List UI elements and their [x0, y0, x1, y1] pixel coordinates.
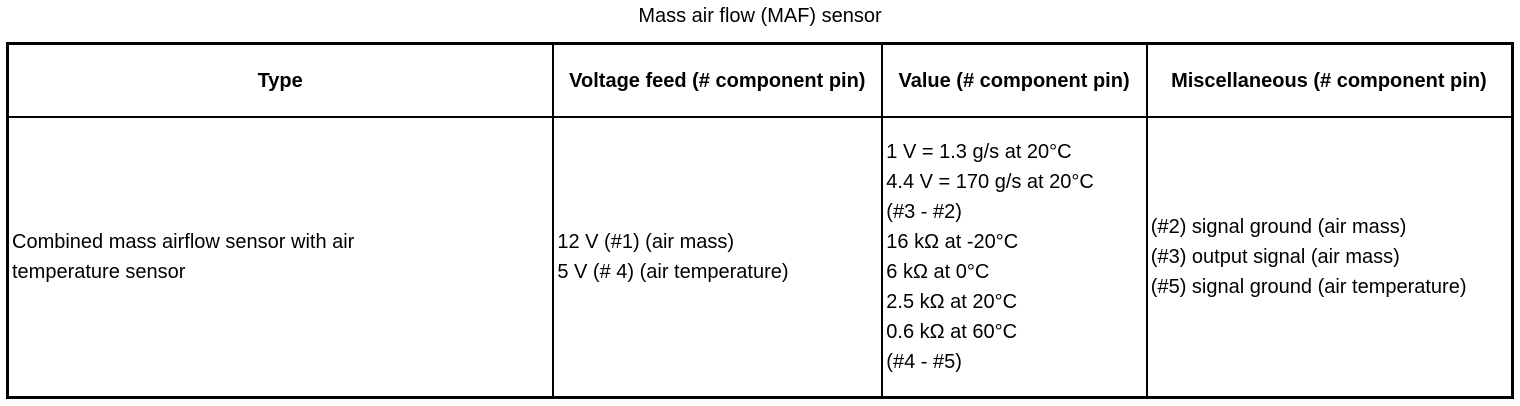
- value-line: 6 kΩ at 0°C: [886, 261, 990, 283]
- value-line: 0.6 kΩ at 60°C: [886, 321, 1018, 343]
- header-miscellaneous: Miscellaneous (# component pin): [1145, 42, 1514, 118]
- value-line: (#3 - #2): [886, 201, 962, 223]
- cell-voltage-feed: 12 V (#1) (air mass) 5 V (# 4) (air temp…: [552, 116, 884, 399]
- value-line: 16 kΩ at -20°C: [886, 231, 1019, 253]
- maf-sensor-table: Type Voltage feed (# component pin) Valu…: [6, 42, 1514, 399]
- cell-value: 1 V = 1.3 g/s at 20°C 4.4 V = 170 g/s at…: [881, 116, 1148, 399]
- misc-line: (#5) signal ground (air temperature): [1150, 276, 1467, 298]
- misc-line: (#2) signal ground (air mass): [1150, 216, 1407, 238]
- cell-type: Combined mass airflow sensor with air te…: [6, 116, 555, 399]
- header-value: Value (# component pin): [881, 42, 1148, 118]
- voltage-line: 5 V (# 4) (air temperature): [557, 261, 789, 283]
- voltage-line: 12 V (#1) (air mass): [557, 231, 735, 253]
- value-line: 4.4 V = 170 g/s at 20°C: [886, 171, 1094, 193]
- value-line: 1 V = 1.3 g/s at 20°C: [886, 141, 1072, 163]
- type-text: Combined mass airflow sensor with air te…: [12, 231, 355, 283]
- header-voltage-feed: Voltage feed (# component pin): [552, 42, 884, 118]
- table-title: Mass air flow (MAF) sensor: [638, 5, 882, 27]
- table-row: Combined mass airflow sensor with air te…: [6, 116, 1514, 399]
- header-row: Type Voltage feed (# component pin) Valu…: [6, 42, 1514, 118]
- value-line: (#4 - #5): [886, 351, 962, 373]
- value-line: 2.5 kΩ at 20°C: [886, 291, 1018, 313]
- cell-miscellaneous: (#2) signal ground (air mass) (#3) outpu…: [1145, 116, 1514, 399]
- header-type: Type: [6, 42, 555, 118]
- misc-line: (#3) output signal (air mass): [1150, 246, 1400, 268]
